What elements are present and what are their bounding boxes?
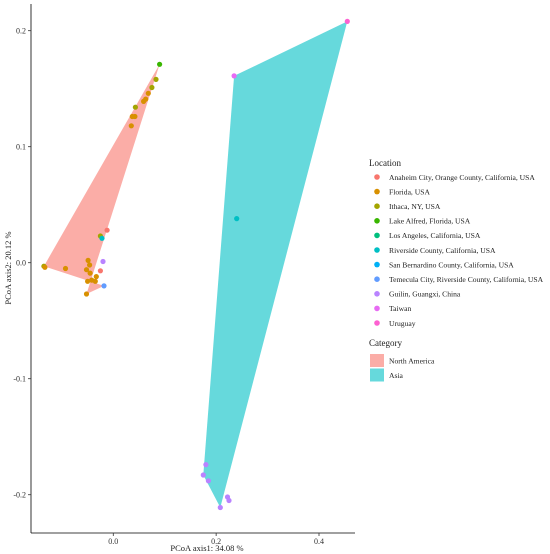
legend-category-label: North America — [389, 357, 435, 366]
y-tick-label: 0.0 — [16, 259, 26, 268]
legend-category: Category North America Asia — [369, 338, 435, 382]
legend-location-key — [374, 174, 380, 180]
x-tick-label: 0.0 — [108, 537, 118, 546]
scatter-point — [42, 264, 48, 270]
legend-category-title: Category — [369, 338, 402, 348]
hull-asia — [203, 21, 348, 508]
legend-location-key — [374, 320, 380, 326]
legend-location-label: Temecula City, Riverside County, Califor… — [389, 275, 544, 284]
x-tick-label: 0.4 — [314, 537, 324, 546]
legend-location-label: Florida, USA — [389, 187, 430, 196]
scatter-point — [153, 76, 159, 82]
legend-location-label: Lake Alfred, Florida, USA — [389, 217, 471, 226]
scatter-point — [83, 291, 90, 297]
legend-location-key — [374, 203, 380, 209]
scatter-point — [101, 283, 107, 289]
scatter-point — [141, 98, 147, 104]
scatter-point — [128, 123, 134, 129]
legend-location-label: Uruguay — [389, 319, 416, 328]
scatter-point — [85, 278, 91, 284]
scatter-point — [226, 497, 232, 504]
y-tick-label: -0.2 — [13, 491, 26, 500]
y-tick-label: -0.1 — [13, 375, 26, 384]
point-layer — [41, 18, 350, 511]
scatter-point — [231, 73, 237, 79]
legend-location-key — [374, 261, 380, 268]
x-tick-label: 0.2 — [211, 537, 221, 546]
legend-location-label: Guilin, Guangxi, China — [389, 290, 461, 299]
legend-location-key — [374, 232, 380, 239]
legend-location-key — [374, 247, 380, 253]
scatter-point — [62, 265, 69, 272]
scatter-point — [85, 257, 91, 263]
y-ticks: -0.2 -0.1 0.0 0.1 0.2 — [13, 27, 31, 500]
legend-location-key — [374, 291, 380, 297]
legend-location-title: Location — [369, 158, 401, 168]
y-tick-label: 0.2 — [16, 27, 26, 36]
y-tick-label: 0.1 — [16, 143, 26, 152]
scatter-point — [83, 267, 90, 273]
scatter-point — [104, 227, 110, 233]
legend-location: Location Anaheim City, Orange County, Ca… — [369, 158, 544, 328]
scatter-point — [200, 472, 206, 478]
scatter-point — [234, 216, 240, 222]
scatter-point — [92, 278, 98, 284]
scatter-point — [99, 235, 105, 241]
legend-category-key — [370, 368, 384, 382]
legend-location-label: Anaheim City, Orange County, California,… — [389, 173, 535, 182]
y-axis-title: PCoA axis2: 20.12 % — [3, 231, 13, 304]
legend-location-key — [374, 218, 380, 224]
x-ticks: 0.0 0.2 0.4 — [108, 533, 324, 546]
scatter-point — [205, 478, 211, 484]
legend-location-key — [374, 276, 380, 283]
legend-category-label: Asia — [389, 371, 404, 380]
legend-location-label: Riverside County, California, USA — [389, 246, 496, 255]
legend-location-label: Taiwan — [389, 304, 411, 313]
scatter-point — [87, 270, 93, 276]
hull-north-america — [43, 64, 160, 294]
scatter-point — [97, 268, 103, 274]
scatter-point — [145, 90, 151, 96]
x-axis-title: PCoA axis1: 34.08 % — [170, 543, 243, 553]
scatter-point — [87, 262, 93, 268]
scatter-point — [100, 258, 106, 265]
legend-location-key — [374, 305, 380, 312]
legend-location-label: Ithaca, NY, USA — [389, 202, 441, 211]
hull-layer — [43, 21, 348, 508]
scatter-point — [132, 104, 138, 110]
legend-location-label: Los Angeles, California, USA — [389, 231, 481, 240]
scatter-point — [149, 84, 155, 91]
legend-location-key — [374, 188, 380, 195]
scatter-point — [129, 113, 135, 120]
legend-location-label: San Bernardino County, California, USA — [389, 260, 514, 269]
legend-category-key — [370, 354, 384, 367]
scatter-point — [344, 18, 350, 24]
scatter-point — [93, 274, 99, 280]
scatter-point — [203, 462, 209, 468]
scatter-point — [217, 504, 223, 511]
scatter-point — [157, 61, 163, 67]
